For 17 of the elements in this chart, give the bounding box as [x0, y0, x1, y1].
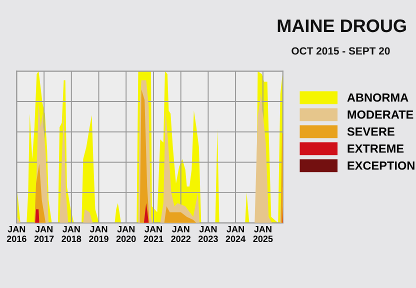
- x-tick-label: JAN 2019: [89, 226, 108, 242]
- x-tick-label: JAN 2025: [253, 226, 273, 242]
- x-tick-label: JAN 2023: [198, 226, 218, 242]
- text: OCT 2015 - SEPT 20: [292, 47, 390, 55]
- x-tick-label: JAN 2020: [116, 226, 136, 242]
- text: MAINE DROUG: [278, 19, 406, 32]
- legend-label: ABNORMA: [347, 93, 408, 102]
- legend-label: MODERATE: [348, 110, 414, 119]
- x-tick-label: JAN 2024: [226, 226, 246, 242]
- x-tick-label: JAN 2018: [62, 226, 82, 242]
- x-tick-label: JAN 2016: [6, 226, 26, 242]
- x-tick-label: JAN 2017: [34, 226, 54, 242]
- legend-label: EXCEPTION: [348, 161, 414, 170]
- legend-label: SEVERE: [347, 127, 394, 136]
- x-tick-label: JAN 2022: [171, 226, 191, 242]
- x-tick-label: JAN 2021: [144, 226, 164, 242]
- legend-label: EXTREME: [348, 144, 404, 153]
